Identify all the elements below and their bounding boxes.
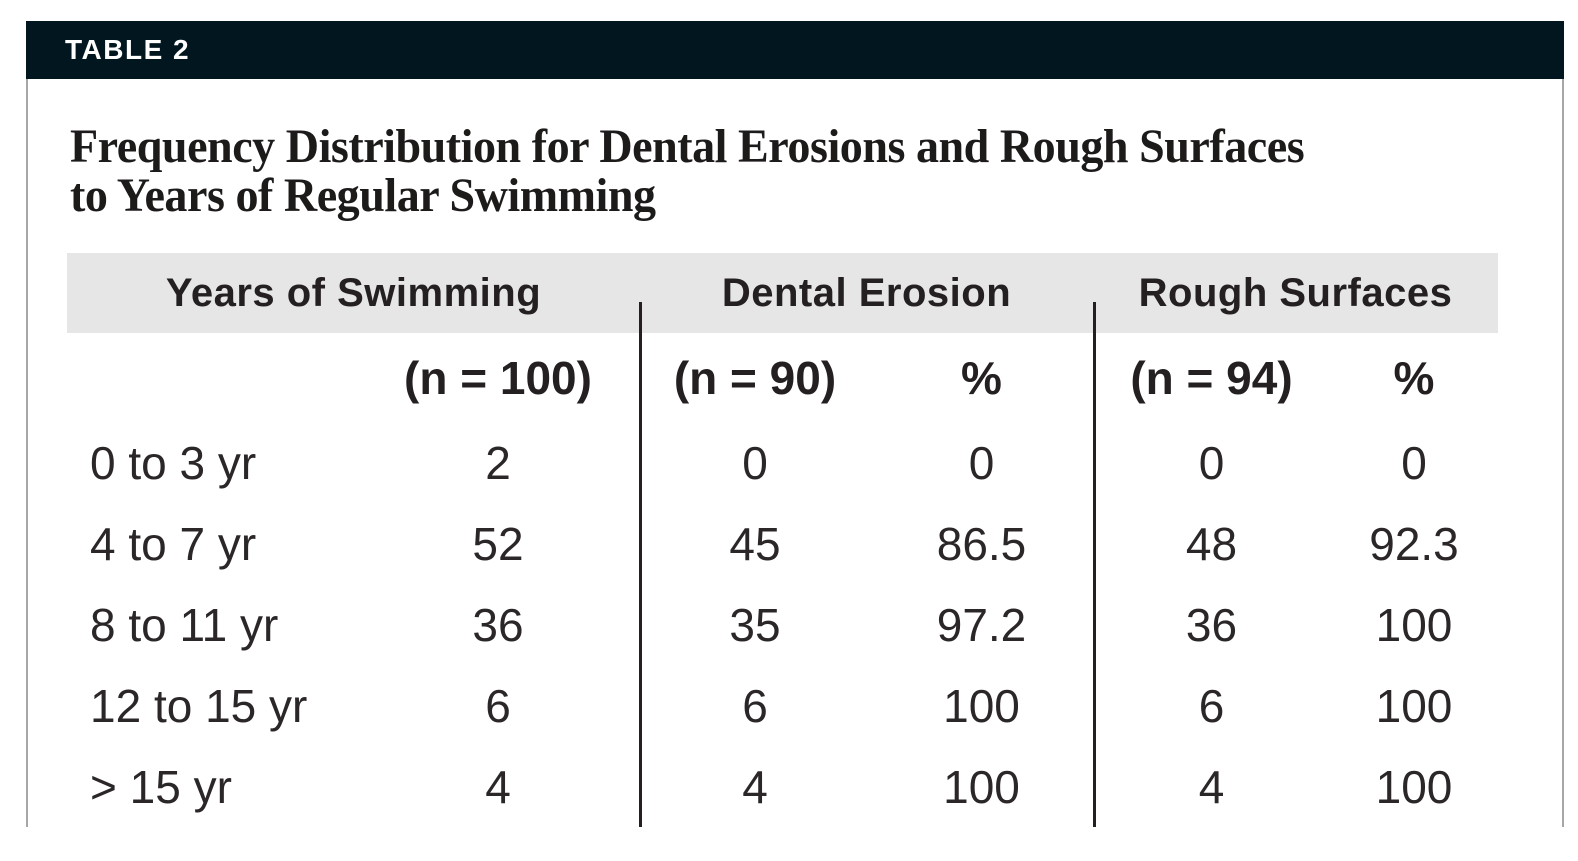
column-header-years-of-swimming: Years of Swimming	[67, 253, 640, 333]
subheader-n90: (n = 90)	[673, 351, 837, 404]
table-title-line2: to Years of Regular Swimming	[70, 169, 656, 222]
cell-years-n: 36	[472, 598, 524, 651]
row-label: > 15 yr	[90, 760, 232, 813]
cell-erosion-n: 0	[742, 436, 768, 489]
cell-rough-pct: 100	[1375, 760, 1453, 813]
table-title-line1: Frequency Distribution for Dental Erosio…	[70, 120, 1305, 173]
cell-years-n: 2	[485, 436, 511, 489]
row-label: 0 to 3 yr	[90, 436, 257, 489]
table-content-box	[26, 79, 1564, 827]
cell-rough-n: 48	[1185, 517, 1238, 570]
subheader-spacer	[67, 333, 356, 422]
cell-rough-pct: 100	[1375, 598, 1453, 651]
cell-rough-pct: 92.3	[1369, 517, 1459, 570]
row-label: 4 to 7 yr	[90, 517, 257, 570]
frequency-table: Years of Swimming Dental Erosion Rough S…	[67, 253, 1498, 827]
cell-erosion-n: 35	[729, 598, 781, 651]
subheader-erosion-percent: %	[961, 351, 1002, 404]
cell-erosion-pct: 97.2	[936, 598, 1027, 651]
table-title: Frequency Distribution for Dental Erosio…	[70, 120, 1305, 222]
cell-erosion-pct: 100	[943, 679, 1020, 732]
cell-years-n: 4	[485, 760, 511, 813]
cell-erosion-pct: 86.5	[936, 517, 1027, 570]
cell-erosion-n: 45	[729, 517, 781, 570]
cell-rough-n: 4	[1198, 760, 1225, 813]
cell-years-n: 52	[472, 517, 524, 570]
subheader-rough-percent: %	[1393, 351, 1435, 404]
cell-rough-n: 6	[1198, 679, 1225, 732]
cell-erosion-n: 6	[742, 679, 768, 732]
row-label: 8 to 11 yr	[90, 598, 279, 651]
cell-erosion-pct: 0	[968, 436, 995, 489]
table-number-bar: TABLE 2	[26, 21, 1564, 79]
column-divider-rule-right	[1093, 302, 1096, 827]
cell-years-n: 6	[485, 679, 511, 732]
cell-rough-pct: 100	[1375, 679, 1453, 732]
row-label: 12 to 15 yr	[90, 679, 308, 732]
subheader-n94: (n = 94)	[1130, 351, 1293, 404]
column-header-dental-erosion: Dental Erosion	[640, 253, 1093, 333]
cell-rough-n: 0	[1198, 436, 1225, 489]
cell-erosion-n: 4	[742, 760, 768, 813]
cell-erosion-pct: 100	[943, 760, 1020, 813]
column-header-rough-surfaces: Rough Surfaces	[1093, 253, 1498, 333]
subheader-n100: (n = 100)	[404, 351, 592, 404]
cell-rough-pct: 0	[1401, 436, 1427, 489]
cell-rough-n: 36	[1185, 598, 1238, 651]
column-divider-rule-left	[639, 302, 642, 827]
table-number-label: TABLE 2	[65, 34, 191, 65]
